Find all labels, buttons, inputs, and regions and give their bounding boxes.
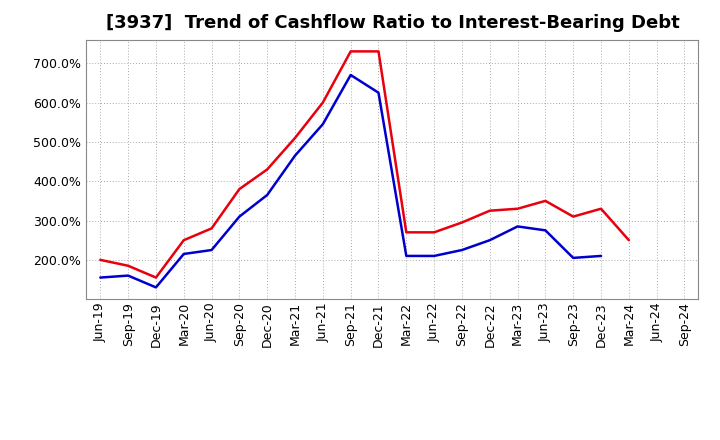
Free CF to Interest-Bearing Debt: [569, 255, 577, 260]
Free CF to Interest-Bearing Debt: [263, 192, 271, 198]
Free CF to Interest-Bearing Debt: [597, 253, 606, 259]
Free CF to Interest-Bearing Debt: [430, 253, 438, 259]
Free CF to Interest-Bearing Debt: [346, 72, 355, 77]
Line: Free CF to Interest-Bearing Debt: Free CF to Interest-Bearing Debt: [100, 75, 657, 287]
Operating CF to Interest-Bearing Debt: [179, 238, 188, 243]
Operating CF to Interest-Bearing Debt: [624, 238, 633, 243]
Free CF to Interest-Bearing Debt: [291, 153, 300, 158]
Operating CF to Interest-Bearing Debt: [569, 214, 577, 219]
Operating CF to Interest-Bearing Debt: [374, 49, 383, 54]
Operating CF to Interest-Bearing Debt: [235, 187, 243, 192]
Free CF to Interest-Bearing Debt: [513, 224, 522, 229]
Free CF to Interest-Bearing Debt: [541, 228, 550, 233]
Free CF to Interest-Bearing Debt: [402, 253, 410, 259]
Free CF to Interest-Bearing Debt: [652, 273, 661, 278]
Free CF to Interest-Bearing Debt: [207, 247, 216, 253]
Title: [3937]  Trend of Cashflow Ratio to Interest-Bearing Debt: [3937] Trend of Cashflow Ratio to Intere…: [106, 15, 679, 33]
Operating CF to Interest-Bearing Debt: [597, 206, 606, 211]
Operating CF to Interest-Bearing Debt: [124, 263, 132, 268]
Free CF to Interest-Bearing Debt: [124, 273, 132, 278]
Operating CF to Interest-Bearing Debt: [318, 100, 327, 105]
Free CF to Interest-Bearing Debt: [152, 285, 161, 290]
Operating CF to Interest-Bearing Debt: [346, 49, 355, 54]
Operating CF to Interest-Bearing Debt: [207, 226, 216, 231]
Free CF to Interest-Bearing Debt: [374, 90, 383, 95]
Operating CF to Interest-Bearing Debt: [513, 206, 522, 211]
Free CF to Interest-Bearing Debt: [318, 121, 327, 127]
Free CF to Interest-Bearing Debt: [235, 214, 243, 219]
Operating CF to Interest-Bearing Debt: [541, 198, 550, 204]
Operating CF to Interest-Bearing Debt: [96, 257, 104, 263]
Free CF to Interest-Bearing Debt: [179, 251, 188, 257]
Line: Operating CF to Interest-Bearing Debt: Operating CF to Interest-Bearing Debt: [100, 51, 629, 278]
Free CF to Interest-Bearing Debt: [458, 247, 467, 253]
Operating CF to Interest-Bearing Debt: [263, 167, 271, 172]
Free CF to Interest-Bearing Debt: [96, 275, 104, 280]
Free CF to Interest-Bearing Debt: [485, 238, 494, 243]
Operating CF to Interest-Bearing Debt: [430, 230, 438, 235]
Operating CF to Interest-Bearing Debt: [291, 135, 300, 140]
Operating CF to Interest-Bearing Debt: [458, 220, 467, 225]
Operating CF to Interest-Bearing Debt: [152, 275, 161, 280]
Operating CF to Interest-Bearing Debt: [485, 208, 494, 213]
Operating CF to Interest-Bearing Debt: [402, 230, 410, 235]
